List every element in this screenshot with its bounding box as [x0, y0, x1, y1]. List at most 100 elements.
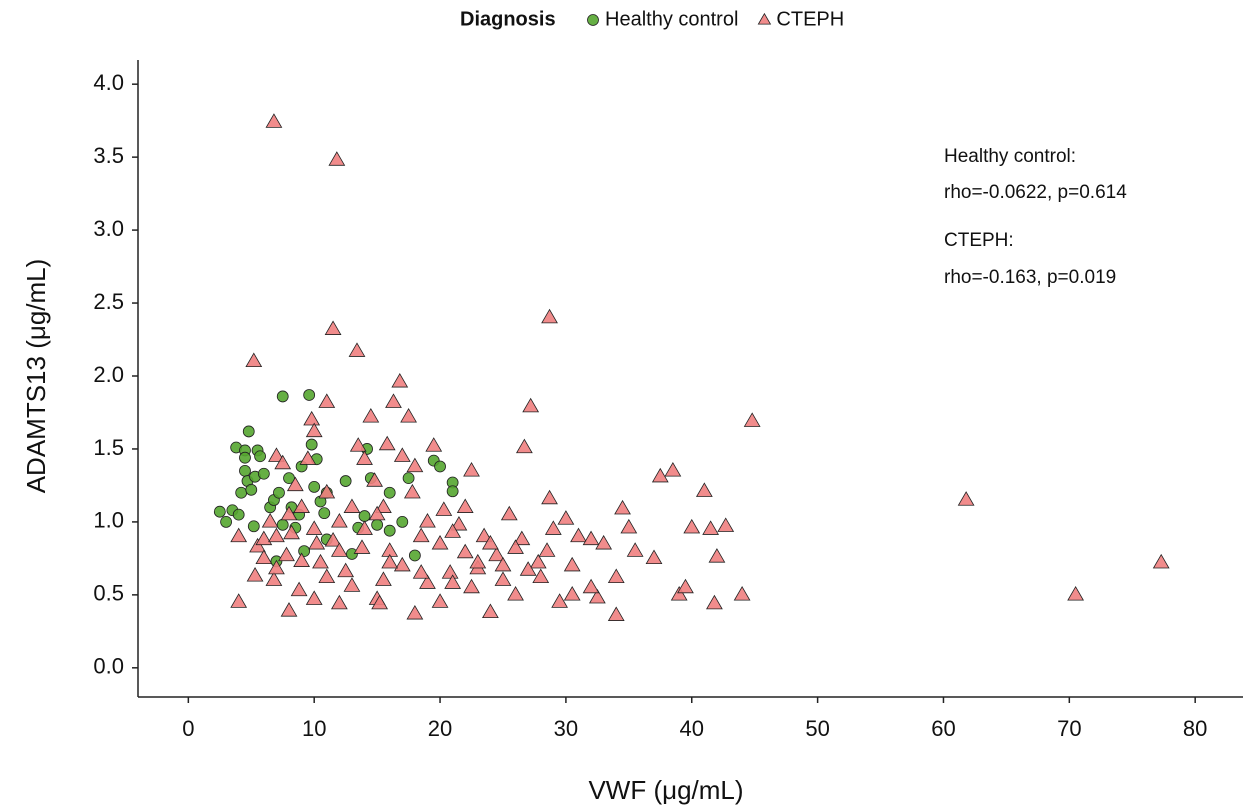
point	[293, 498, 311, 513]
point	[494, 571, 512, 586]
point	[446, 485, 459, 498]
point	[582, 530, 600, 546]
point	[419, 574, 436, 589]
point	[706, 594, 723, 610]
point	[1152, 553, 1170, 569]
legend-title: Diagnosis	[460, 8, 556, 30]
point	[293, 552, 311, 567]
legend-label: Healthy control	[605, 8, 738, 30]
point	[343, 498, 361, 513]
point	[551, 593, 569, 608]
point	[463, 578, 480, 594]
point	[717, 517, 735, 532]
point	[381, 553, 399, 569]
y-tick-label: 1.0	[93, 508, 124, 533]
point	[362, 408, 380, 423]
point	[378, 435, 396, 451]
point	[280, 505, 298, 521]
point	[431, 534, 449, 550]
point	[303, 389, 316, 401]
point	[324, 532, 342, 547]
point	[607, 606, 625, 621]
point	[265, 571, 283, 586]
point	[481, 534, 499, 550]
point	[276, 518, 289, 531]
point	[412, 527, 430, 543]
point	[308, 534, 326, 550]
x-tick-label: 80	[1183, 716, 1207, 741]
point	[249, 537, 266, 553]
point	[532, 568, 550, 584]
point	[305, 520, 323, 535]
point	[626, 542, 644, 557]
point	[356, 520, 373, 535]
point	[230, 593, 248, 608]
point	[261, 513, 279, 528]
x-axis-title: VWF (μg/mL)	[588, 775, 743, 805]
point	[557, 510, 575, 525]
legend-symbol	[587, 14, 599, 26]
point	[683, 518, 701, 534]
point	[286, 476, 304, 492]
point	[343, 577, 361, 592]
point	[353, 539, 371, 554]
annotation: CTEPH:	[944, 230, 1014, 251]
point	[246, 567, 264, 582]
point	[273, 486, 285, 499]
point	[371, 594, 389, 610]
point	[290, 581, 308, 597]
point	[232, 508, 245, 521]
point	[522, 397, 540, 413]
point	[481, 603, 499, 619]
point	[247, 520, 260, 533]
point	[494, 556, 512, 572]
point	[346, 548, 358, 560]
point	[324, 320, 342, 335]
point	[245, 352, 263, 368]
y-axis-title: ADAMTS13 (μg/mL)	[21, 259, 51, 494]
point	[366, 472, 383, 487]
point	[268, 447, 285, 462]
legend-symbol	[757, 12, 772, 25]
point	[582, 578, 600, 594]
point	[1067, 586, 1085, 601]
point	[358, 510, 371, 522]
point	[645, 549, 663, 565]
point	[213, 505, 226, 518]
annotation: Healthy control:	[944, 146, 1076, 167]
point	[515, 438, 533, 454]
point	[239, 464, 251, 477]
x-tick-label: 40	[680, 716, 704, 741]
point	[383, 486, 396, 499]
point	[957, 491, 975, 506]
point	[280, 602, 298, 617]
point	[702, 520, 720, 535]
point	[541, 489, 558, 505]
point	[393, 556, 411, 572]
point	[265, 113, 283, 128]
point	[434, 460, 446, 473]
point	[371, 518, 384, 531]
point	[538, 542, 556, 557]
point	[444, 574, 462, 589]
point	[425, 437, 443, 452]
point	[393, 447, 411, 462]
point	[664, 461, 682, 477]
point	[383, 524, 396, 537]
x-tick-label: 0	[182, 716, 194, 741]
y-tick-label: 2.0	[93, 362, 124, 387]
point	[268, 559, 285, 575]
point	[239, 451, 251, 464]
point	[255, 530, 273, 546]
point	[408, 549, 421, 562]
point	[500, 505, 518, 521]
point	[563, 556, 581, 572]
point	[283, 524, 300, 540]
point	[330, 513, 348, 528]
point	[245, 483, 258, 496]
point	[242, 425, 255, 438]
point	[695, 482, 713, 497]
point	[318, 507, 331, 520]
point	[375, 498, 392, 513]
point	[733, 586, 751, 601]
